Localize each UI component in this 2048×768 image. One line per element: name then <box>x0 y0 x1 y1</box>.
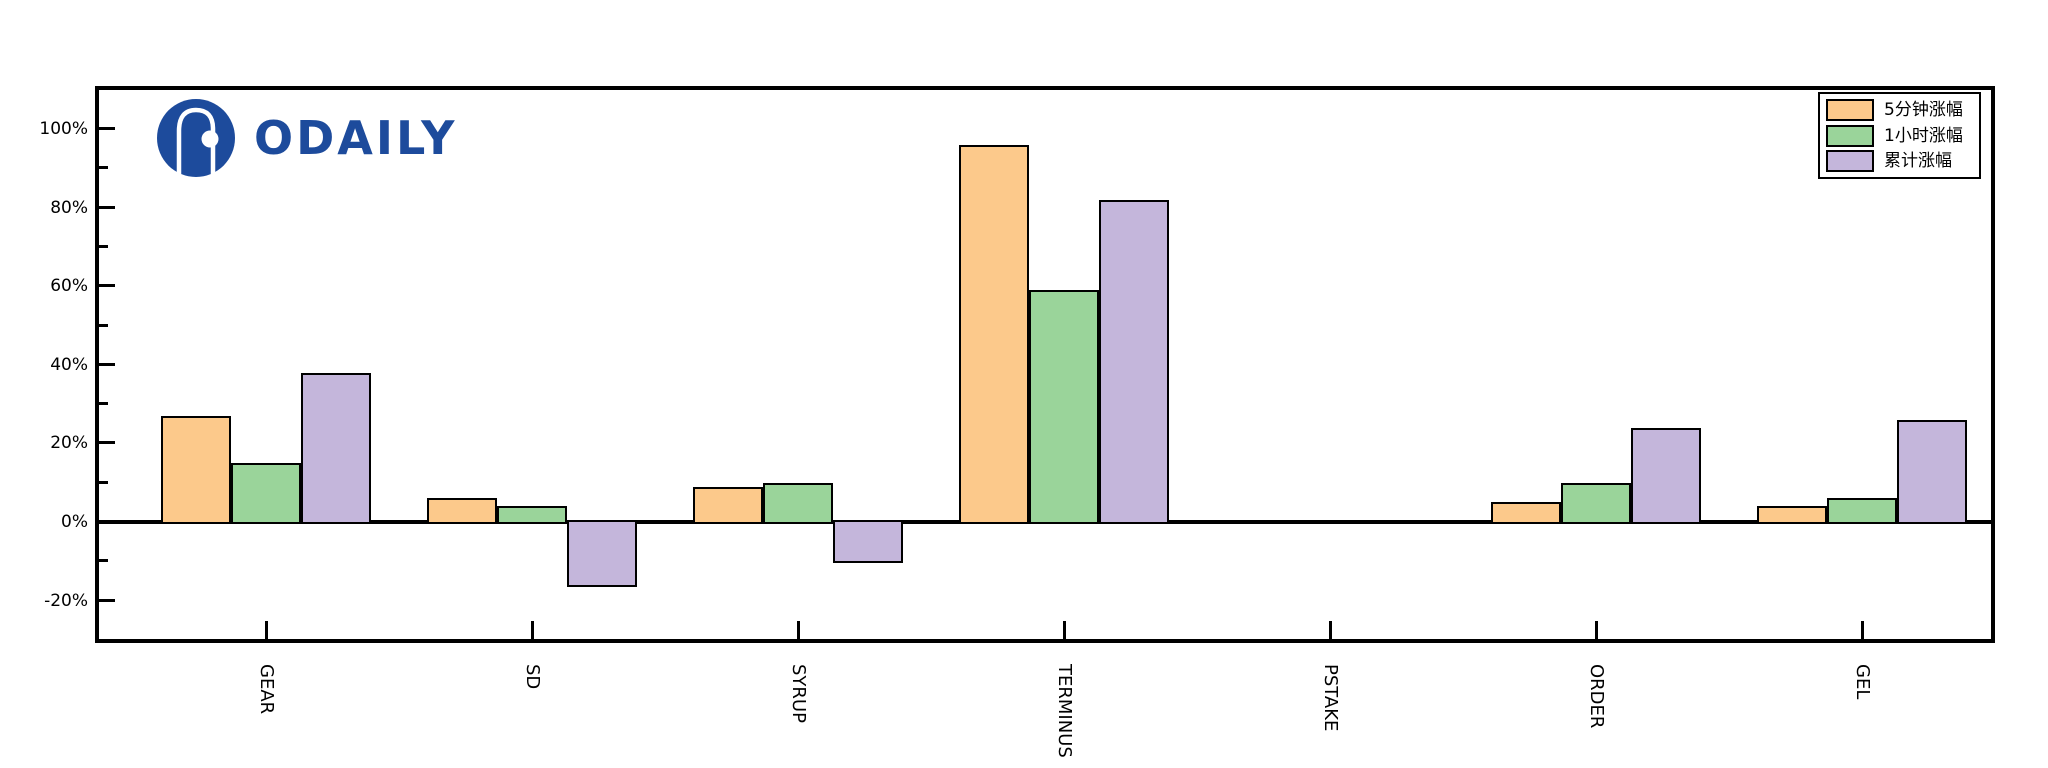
bar-累计涨幅-SD <box>567 520 637 587</box>
y-major-tick <box>99 441 115 445</box>
x-tick <box>1063 621 1066 639</box>
x-tick <box>1595 621 1598 639</box>
legend-label: 累计涨幅 <box>1884 150 1952 171</box>
bar-累计涨幅-ORDER <box>1631 427 1701 524</box>
y-minor-tick <box>99 323 108 327</box>
x-tick-label: ORDER <box>1586 664 1607 729</box>
legend-label: 5分钟涨幅 <box>1884 100 1963 121</box>
bar-1小时涨幅-SD <box>497 506 567 524</box>
y-tick-label: 80% <box>50 197 88 218</box>
y-tick-label: 100% <box>39 119 88 139</box>
legend-row: 5分钟涨幅 <box>1826 99 1973 122</box>
y-tick-label: 20% <box>50 433 88 454</box>
legend: 5分钟涨幅 1小时涨幅累计涨幅 <box>1818 92 1981 179</box>
legend-swatch <box>1826 124 1874 147</box>
plot-frame <box>95 86 1995 643</box>
bar-5分钟涨幅-GEL <box>1757 506 1827 524</box>
bar-5分钟涨幅-ORDER <box>1491 502 1561 524</box>
x-tick-label: SYRUP <box>788 664 809 723</box>
x-tick <box>1329 621 1332 639</box>
y-major-tick <box>99 520 115 523</box>
odaily-logo-mark-icon <box>157 99 235 177</box>
odaily-logo-text: ODAILY <box>254 111 458 165</box>
legend-row: 累计涨幅 <box>1826 149 1973 172</box>
y-minor-tick <box>99 166 108 170</box>
y-tick-label: 60% <box>50 276 88 297</box>
x-tick <box>531 621 534 639</box>
bar-1小时涨幅-GEL <box>1827 498 1897 524</box>
y-tick-label: 40% <box>50 354 88 375</box>
x-tick <box>1861 621 1864 639</box>
y-minor-tick <box>99 480 108 484</box>
x-tick-label: TERMINUS <box>1054 664 1075 758</box>
y-major-tick <box>99 205 115 209</box>
bar-1小时涨幅-ORDER <box>1561 482 1631 524</box>
x-tick-label: SD <box>522 664 543 690</box>
bar-5分钟涨幅-SD <box>427 498 497 524</box>
odaily-logo: ODAILY <box>156 97 457 179</box>
bar-5分钟涨幅-SYRUP <box>693 486 763 524</box>
y-major-tick <box>99 127 115 130</box>
bar-1小时涨幅-SYRUP <box>763 482 833 524</box>
legend-row: 1小时涨幅 <box>1826 124 1973 147</box>
bar-5分钟涨幅-TERMINUS <box>959 144 1029 524</box>
x-tick-label: PSTAKE <box>1320 664 1341 732</box>
bar-累计涨幅-GEAR <box>301 372 371 524</box>
x-tick <box>797 621 800 639</box>
bar-1小时涨幅-TERMINUS <box>1029 290 1099 524</box>
bar-累计涨幅-TERMINUS <box>1099 199 1169 524</box>
y-major-tick <box>99 598 115 602</box>
y-minor-tick <box>99 559 108 563</box>
bar-累计涨幅-SYRUP <box>833 520 903 564</box>
y-minor-tick <box>99 402 108 406</box>
legend-swatch <box>1826 149 1874 172</box>
y-tick-label: -20% <box>44 590 88 611</box>
bar-累计涨幅-GEL <box>1897 419 1967 524</box>
x-tick-label: GEL <box>1852 664 1873 700</box>
bar-1小时涨幅-GEAR <box>231 463 301 524</box>
bar-5分钟涨幅-GEAR <box>161 415 231 524</box>
y-major-tick <box>99 284 115 288</box>
legend-swatch <box>1826 99 1874 122</box>
y-tick-label: 0% <box>61 512 88 532</box>
legend-label: 1小时涨幅 <box>1884 125 1963 146</box>
y-major-tick <box>99 362 115 366</box>
x-tick-label: GEAR <box>256 664 277 715</box>
x-tick <box>265 621 268 639</box>
y-minor-tick <box>99 244 108 248</box>
